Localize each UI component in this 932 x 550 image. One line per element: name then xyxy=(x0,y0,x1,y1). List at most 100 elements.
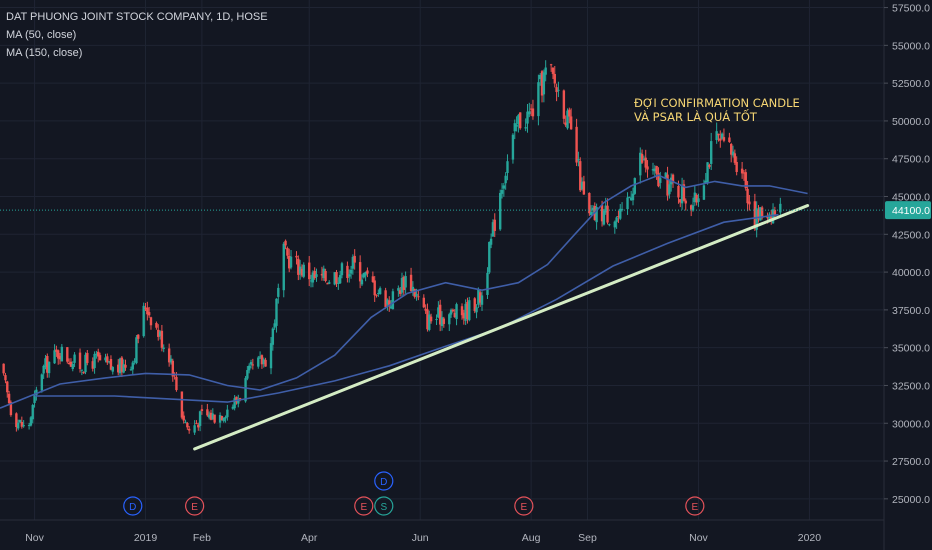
event-marker-label: E xyxy=(360,502,367,513)
event-marker-label: D xyxy=(380,477,387,488)
candle-up xyxy=(298,266,302,274)
candle-down xyxy=(171,360,174,377)
event-marker-label: E xyxy=(521,502,528,513)
candle-up xyxy=(131,362,134,370)
candle-down xyxy=(438,304,442,325)
candle-up xyxy=(477,289,480,305)
annotation-text[interactable]: VÀ PSAR LÀ QUÁ TỐT xyxy=(634,108,758,124)
candle-down xyxy=(160,330,164,348)
candle-up xyxy=(759,207,762,221)
candle-up xyxy=(349,269,353,274)
candle-down xyxy=(617,216,620,218)
candle-up xyxy=(44,358,47,367)
candle-down xyxy=(213,414,216,423)
candle-up xyxy=(542,72,546,95)
candle-down xyxy=(717,133,720,136)
event-marker-label: S xyxy=(380,502,387,513)
candle-down xyxy=(66,347,69,362)
candle-down xyxy=(722,137,726,141)
candle-down xyxy=(773,210,777,216)
candle-down xyxy=(733,153,737,163)
candle-down xyxy=(606,205,609,223)
event-markers[interactable]: D E E D S E E xyxy=(123,471,705,516)
candle-down xyxy=(82,372,85,374)
candle-up xyxy=(664,172,667,178)
trendline[interactable] xyxy=(193,204,810,451)
candle-down xyxy=(98,355,102,361)
candle-down xyxy=(564,122,567,126)
candle-down xyxy=(549,64,553,66)
candle-down xyxy=(402,276,406,290)
annotation-text[interactable]: ĐỢI CONFIRMATION CANDLE xyxy=(634,96,800,110)
event-marker-e[interactable] xyxy=(685,496,705,516)
event-marker-e[interactable] xyxy=(185,496,205,516)
candle-up xyxy=(642,159,646,161)
candle-up xyxy=(158,331,162,337)
candle-up xyxy=(411,286,415,293)
candle-up xyxy=(351,256,355,269)
candle-up xyxy=(779,203,782,213)
y-tick-label: 55000.0 xyxy=(892,40,930,52)
last-price-badge[interactable] xyxy=(885,201,931,220)
candle-down xyxy=(462,312,466,319)
event-marker-s[interactable] xyxy=(374,496,394,516)
candle-down xyxy=(640,154,644,163)
candle-up xyxy=(475,307,478,313)
candle-up xyxy=(262,359,265,365)
candle-down xyxy=(551,67,555,74)
event-marker-d[interactable] xyxy=(123,496,143,516)
candle-up xyxy=(768,214,771,221)
candle-up xyxy=(455,304,458,320)
candle-up xyxy=(246,370,249,379)
candle-up xyxy=(207,414,211,418)
event-marker-d[interactable] xyxy=(374,471,394,491)
y-tick-label: 37500.0 xyxy=(892,305,930,317)
candle-down xyxy=(187,428,191,431)
candle-down xyxy=(366,270,369,274)
candle-down xyxy=(335,271,338,284)
candle-up xyxy=(218,415,222,423)
candle-down xyxy=(655,166,658,174)
candle-down xyxy=(744,172,747,189)
candle-down xyxy=(295,255,298,258)
candle-up xyxy=(515,124,518,127)
y-tick-label: 57500.0 xyxy=(892,3,930,15)
candle-up xyxy=(499,192,502,230)
candle-down xyxy=(375,294,378,296)
candle-up xyxy=(659,178,662,183)
candle-up xyxy=(449,309,453,315)
candle-up xyxy=(322,268,325,279)
x-tick-label: 2019 xyxy=(134,532,158,544)
candle-up xyxy=(595,207,598,223)
candle-up xyxy=(40,374,44,391)
indicator-ma50-label[interactable]: MA (50, close) xyxy=(6,29,77,41)
indicator-ma150-label[interactable]: MA (150, close) xyxy=(6,47,83,59)
candle-up xyxy=(626,197,629,210)
candle-up xyxy=(122,364,125,373)
event-marker-e[interactable] xyxy=(514,496,534,516)
event-marker-e[interactable] xyxy=(354,496,374,516)
candle-up xyxy=(577,158,580,161)
candle-down xyxy=(284,240,287,246)
candle-up xyxy=(71,363,74,370)
candle-down xyxy=(695,194,698,203)
candle-down xyxy=(78,352,82,370)
candle-up xyxy=(704,180,707,183)
candle-down xyxy=(167,348,171,363)
candle-down xyxy=(677,185,680,198)
chart-title[interactable]: DAT PHUONG JOINT STOCK COMPANY, 1D, HOSE xyxy=(6,11,268,23)
candle-down xyxy=(175,376,178,391)
candle-up xyxy=(731,151,735,156)
candle-up xyxy=(437,307,440,318)
candle-up xyxy=(338,275,342,284)
candle-up xyxy=(35,389,38,396)
trendline-layer[interactable] xyxy=(193,204,810,451)
candle-down xyxy=(588,192,591,214)
candle-up xyxy=(111,367,114,372)
candle-down xyxy=(147,312,151,316)
candle-up xyxy=(537,82,540,117)
